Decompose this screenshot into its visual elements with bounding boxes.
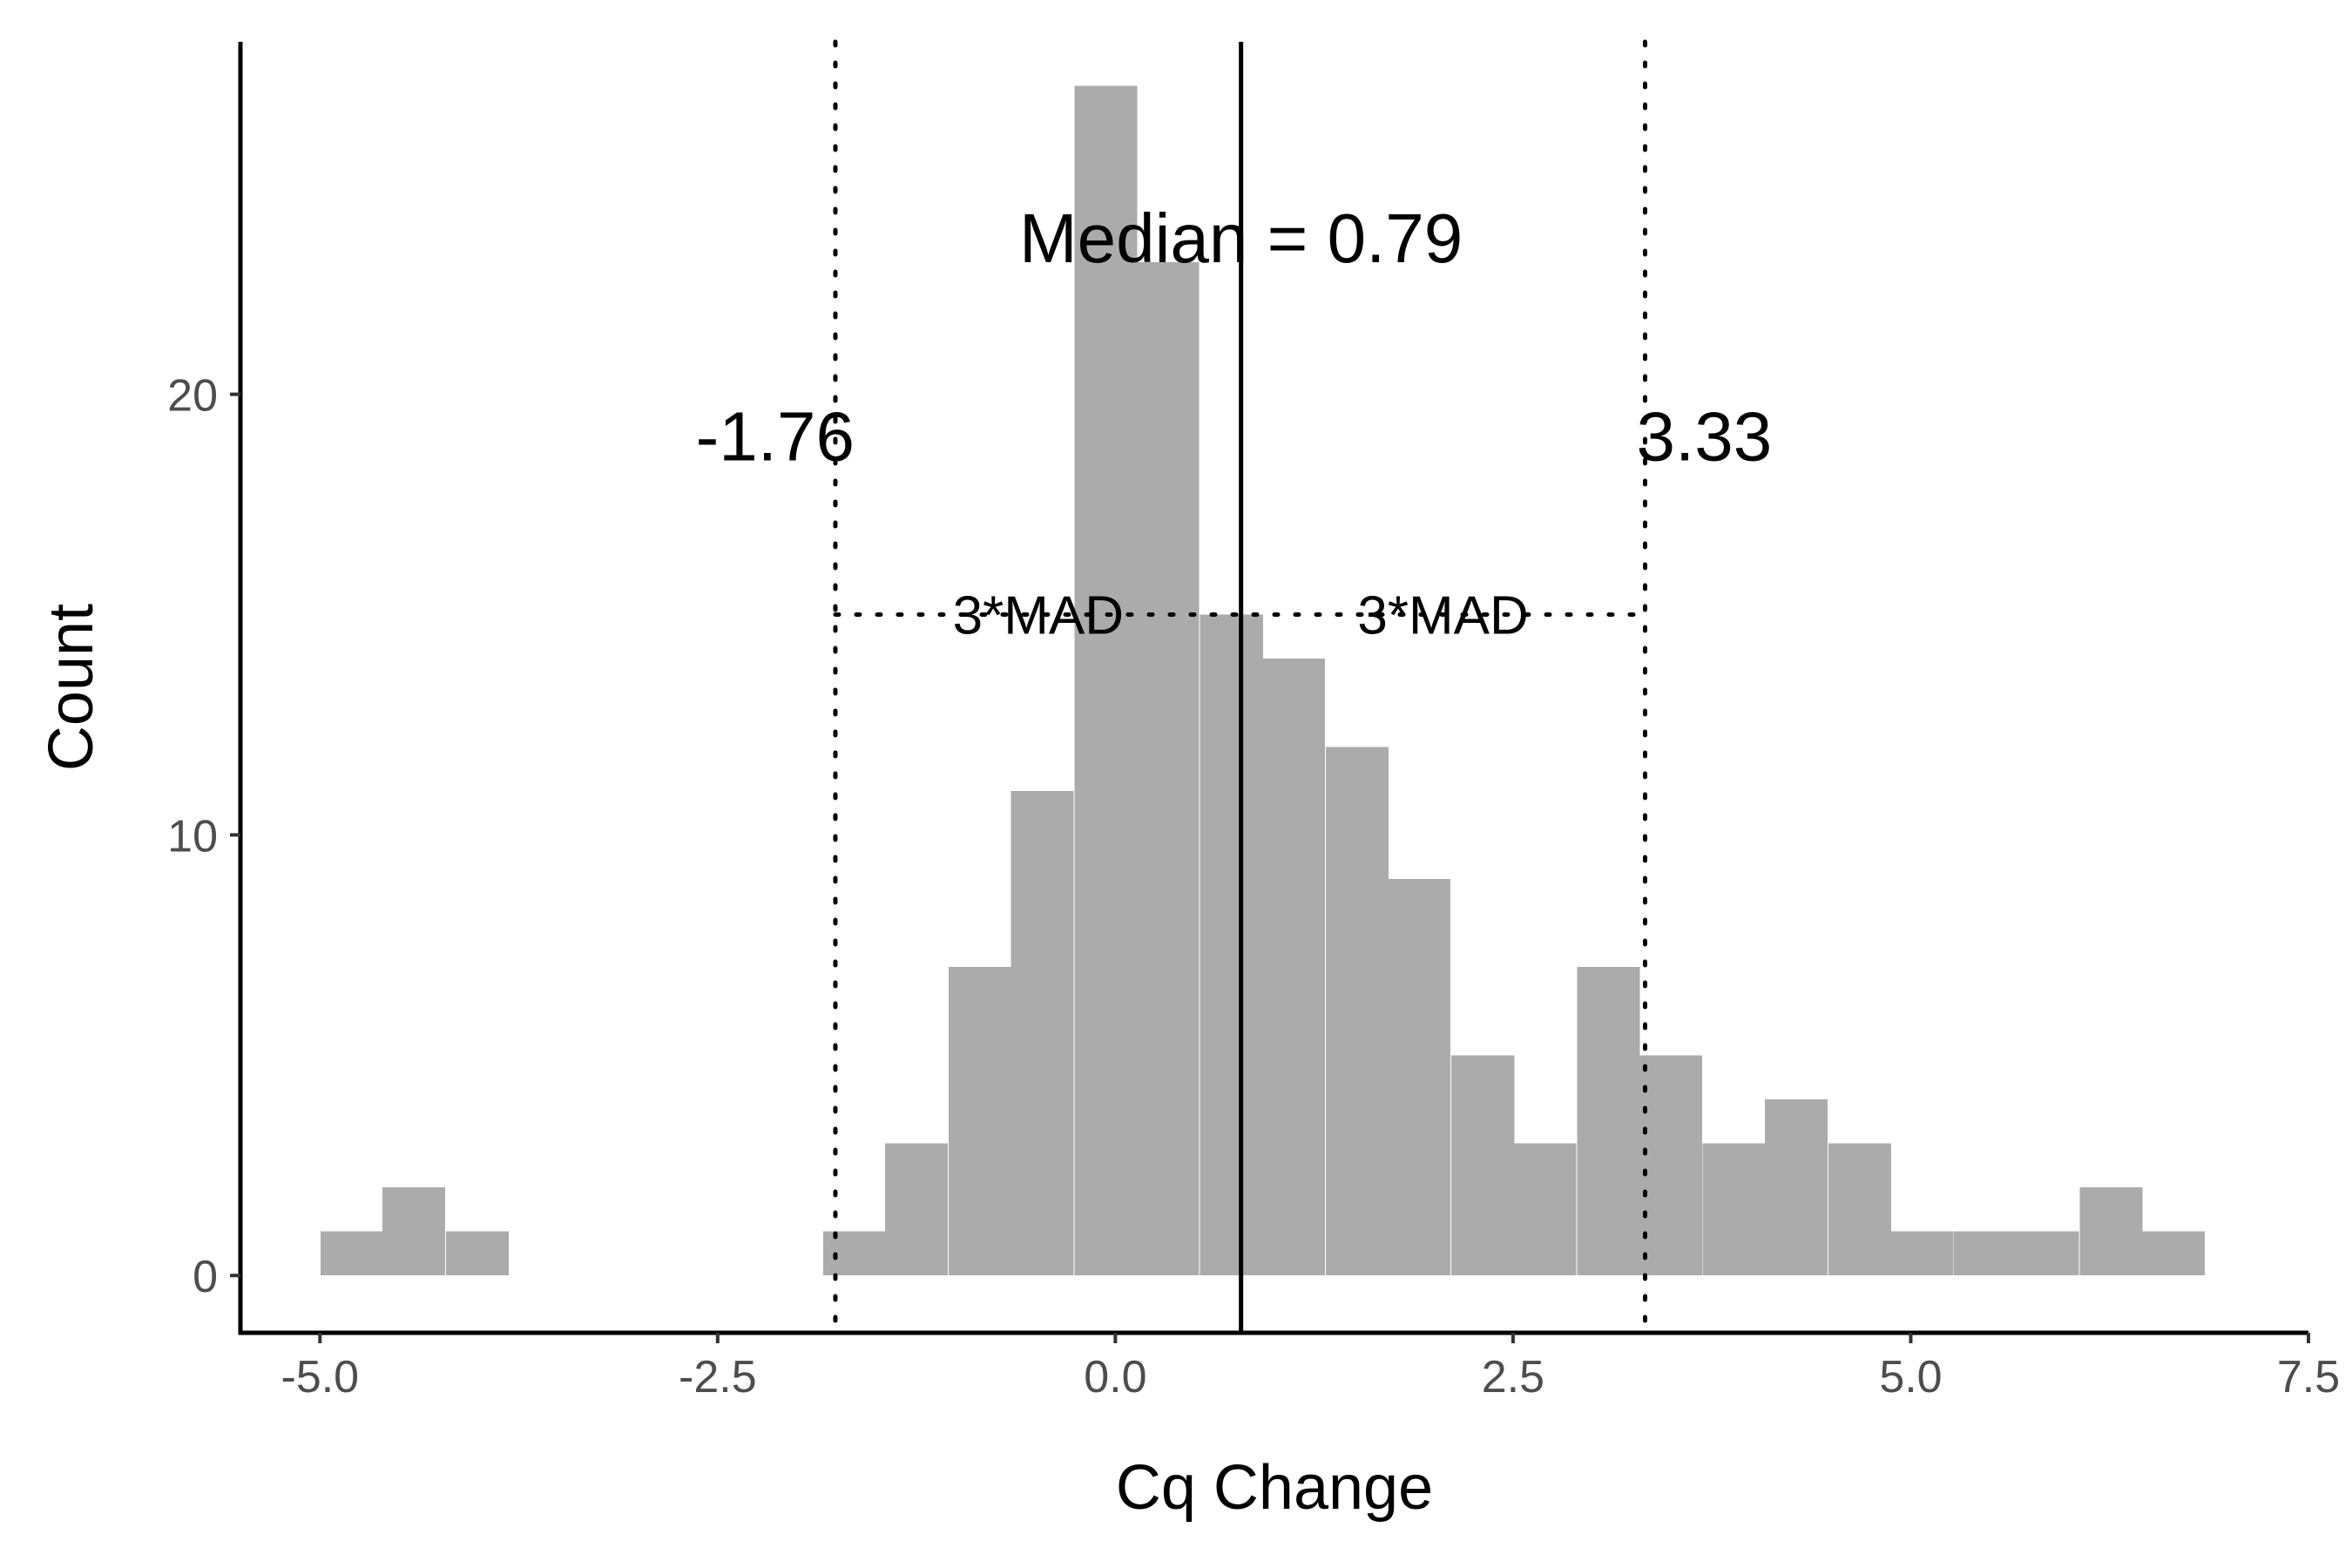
histogram-bar-1 [382,1187,446,1276]
histogram-bar-21 [1954,1231,2017,1276]
y-tick-label: 0 [193,1252,218,1302]
labels-layer: Cq Change Count Median = 0.79 -1.76 3.33 3*MA… [37,199,1772,1523]
histogram-bar-11 [1325,747,1389,1276]
y-tick-label: 10 [167,811,218,862]
x-tick-label: 7.5 [2277,1352,2340,1402]
x-tick-label: -2.5 [679,1352,757,1402]
x-tick-label: 0.0 [1084,1352,1146,1402]
x-axis-title: Cq Change [1116,1453,1433,1523]
histogram-bar-10 [1261,659,1325,1276]
median-annotation: Median = 0.79 [1019,199,1463,277]
histogram-bar-6 [1010,790,1074,1276]
x-tick-label: 5.0 [1879,1352,1942,1402]
histogram-bar-24 [2141,1231,2205,1276]
upper-threshold-annotation: 3.33 [1636,398,1772,476]
histogram-bar-7 [1074,85,1138,1276]
histogram-bar-13 [1451,1055,1515,1276]
histogram-bar-8 [1136,261,1200,1276]
x-tick-label: 2.5 [1482,1352,1544,1402]
axes-layer: -5.0 -2.5 0.0 2.5 5.0 7.5 0 10 20 [167,42,2340,1402]
histogram-bar-15 [1577,967,1640,1276]
histogram-bar-22 [2016,1231,2079,1276]
histogram-bar-12 [1388,879,1451,1276]
y-tick-label: 20 [167,371,218,422]
x-tick-label: -5.0 [281,1352,360,1402]
histogram-bar-16 [1639,1055,1702,1276]
histogram-bar-20 [1890,1231,1954,1276]
histogram-bar-4 [885,1143,949,1276]
histogram-bar-3 [822,1231,886,1276]
histogram-bar-19 [1828,1143,1892,1276]
histogram-bar-9 [1200,614,1263,1276]
reference-lines-layer [833,39,1647,1335]
histogram-bar-14 [1513,1143,1577,1276]
histogram-bar-18 [1764,1098,1828,1276]
histogram-bar-23 [2079,1187,2143,1276]
lower-threshold-annotation: -1.76 [696,398,855,476]
histogram-bar-5 [949,967,1012,1276]
histogram-bar-2 [446,1231,510,1276]
histogram-bar-0 [320,1231,383,1276]
mad-right-annotation: 3*MAD [1357,586,1528,646]
y-axis-title: Count [37,604,106,771]
histogram-bar-17 [1702,1143,1766,1276]
bars-layer [320,85,2205,1276]
mad-left-annotation: 3*MAD [953,586,1124,646]
